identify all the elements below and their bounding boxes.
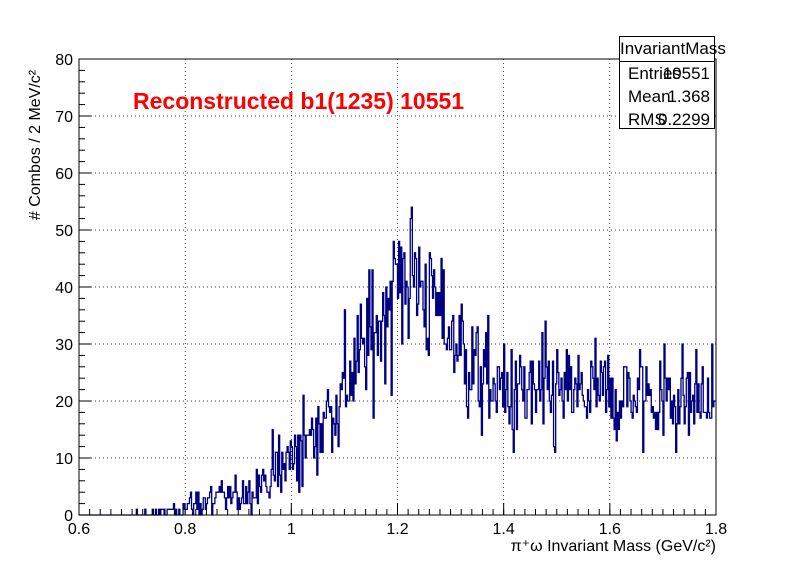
y-tick-label: 0	[64, 508, 73, 525]
y-tick-label: 50	[55, 223, 73, 240]
x-tick-label: 1.6	[599, 521, 621, 538]
y-tick-label: 20	[55, 394, 73, 411]
stats-box: InvariantMass Entries 10551 Mean 1.368 R…	[619, 36, 726, 131]
axis-ticks: 0.6 0.8 1 1.2 1.4 1.6 1.8 0 10 20 30 40 50 60 70 80	[55, 52, 727, 538]
stats-row-rms: RMS 0.2299	[620, 108, 714, 131]
annotation-label: Reconstructed b1(1235) 10551	[133, 88, 465, 114]
stats-label: RMS	[628, 110, 666, 129]
x-tick-label: 1.2	[386, 521, 408, 538]
x-tick-label: 1	[287, 521, 296, 538]
y-tick-label: 10	[55, 451, 73, 468]
stats-label: Entries	[628, 64, 681, 83]
stats-row-mean: Mean 1.368	[620, 85, 714, 108]
x-tick-label: 0.6	[68, 521, 90, 538]
stats-title: InvariantMass	[620, 37, 726, 62]
x-tick-label: 1.4	[493, 521, 515, 538]
x-axis-label: π⁺ω Invariant Mass (GeV/c²)	[510, 538, 716, 555]
y-tick-label: 30	[55, 337, 73, 354]
stats-value: 1.368	[667, 87, 710, 106]
y-tick-label: 60	[55, 166, 73, 183]
y-tick-label: 70	[55, 109, 73, 126]
histogram-line	[79, 206, 716, 516]
x-tick-label: 1.8	[705, 521, 727, 538]
y-axis-label: # Combos / 2 MeV/c²	[27, 69, 44, 221]
stats-row-entries: Entries 10551	[620, 62, 714, 85]
y-tick-label: 40	[55, 280, 73, 297]
stats-value: 0.2299	[658, 110, 710, 129]
y-tick-label: 80	[55, 52, 73, 69]
stats-label: Mean	[628, 87, 671, 106]
x-tick-label: 0.8	[174, 521, 196, 538]
stats-value: 10551	[662, 64, 710, 83]
